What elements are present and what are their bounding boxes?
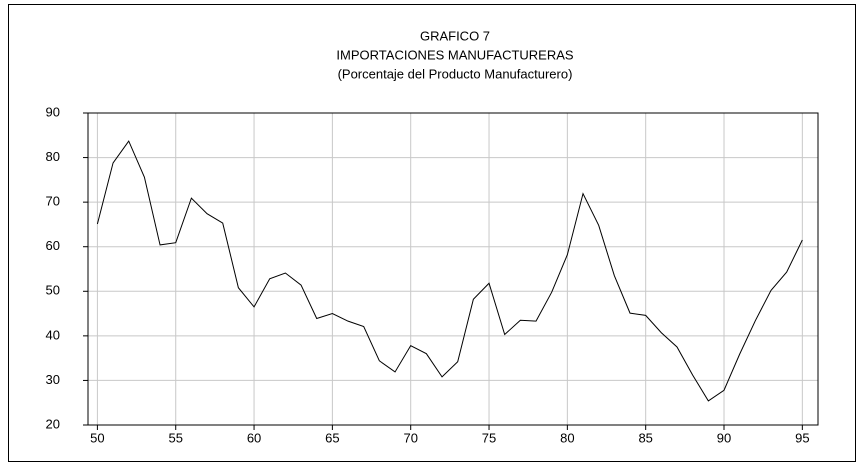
y-tick-label: 30 xyxy=(46,372,60,387)
y-tick-label: 50 xyxy=(46,283,60,298)
y-tick-label: 60 xyxy=(46,238,60,253)
y-tick-label: 80 xyxy=(46,149,60,164)
x-tick-label: 95 xyxy=(795,430,809,445)
y-tick-label: 70 xyxy=(46,194,60,209)
plot-area xyxy=(87,112,819,426)
chart-subtitle: IMPORTACIONES MANUFACTURERAS xyxy=(336,47,573,62)
x-tick-label: 80 xyxy=(560,430,574,445)
y-tick-label: 20 xyxy=(46,416,60,431)
frame xyxy=(8,4,856,462)
y-tick-label: 40 xyxy=(46,327,60,342)
x-tick-label: 65 xyxy=(325,430,339,445)
series-line xyxy=(96,140,803,402)
chart-title: GRAFICO 7 xyxy=(420,28,490,43)
x-tick-label: 75 xyxy=(482,430,496,445)
x-tick-label: 85 xyxy=(638,430,652,445)
y-tick-label: 90 xyxy=(46,104,60,119)
chart-subtitle: (Porcentaje del Producto Manufacturero) xyxy=(338,66,573,81)
x-tick-label: 50 xyxy=(90,430,104,445)
x-tick-label: 90 xyxy=(717,430,731,445)
x-tick-label: 70 xyxy=(403,430,417,445)
x-tick-label: 55 xyxy=(168,430,182,445)
x-tick-label: 60 xyxy=(247,430,261,445)
